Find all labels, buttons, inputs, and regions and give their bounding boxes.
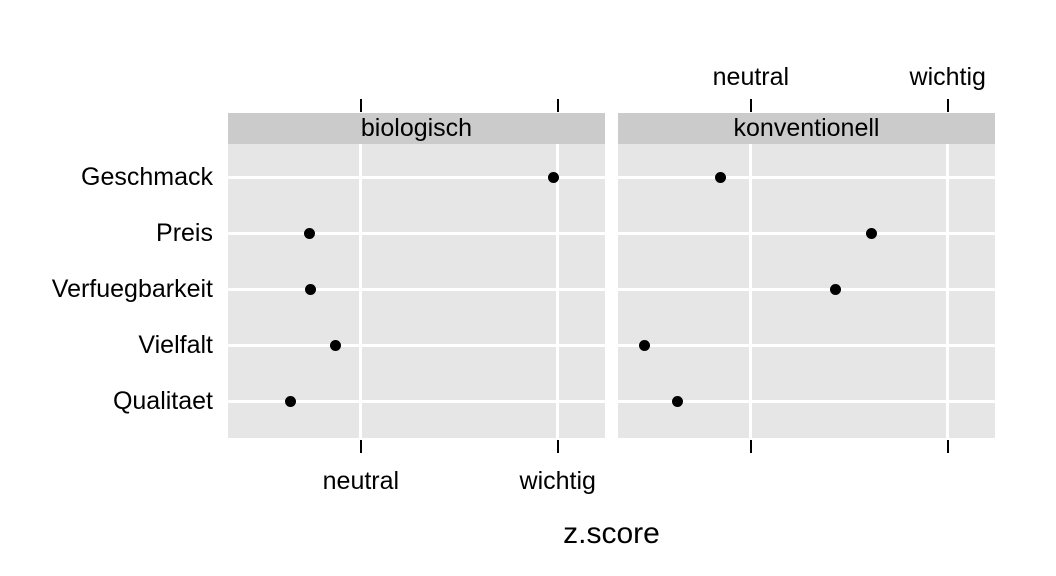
data-point-konventionell-geschmack xyxy=(714,171,726,183)
gridline-horizontal xyxy=(228,399,605,403)
y-axis-label-vielfalt: Vielfalt xyxy=(138,331,213,359)
data-point-konventionell-qualitaet xyxy=(671,395,683,407)
x-axis-tick-top xyxy=(749,99,752,112)
facet-panel-konventionell: konventionell xyxy=(618,113,995,438)
gridline-horizontal xyxy=(618,399,995,403)
panel-body-biologisch xyxy=(228,144,605,438)
x-axis-tick-top xyxy=(556,99,559,112)
gridline-horizontal xyxy=(228,175,605,179)
gridline-horizontal xyxy=(228,231,605,235)
gridline-horizontal xyxy=(618,343,995,347)
gridline-vertical xyxy=(749,144,753,438)
data-point-biologisch-verfuegbarkeit xyxy=(305,283,317,295)
y-axis-label-geschmack: Geschmack xyxy=(81,163,213,191)
y-axis-label-qualitaet: Qualitaet xyxy=(112,387,213,415)
data-point-konventionell-preis xyxy=(866,227,878,239)
x-axis-tick-bottom xyxy=(946,440,949,453)
gridline-horizontal xyxy=(228,343,605,347)
facet-strip-konventionell: konventionell xyxy=(618,113,995,144)
data-point-biologisch-vielfalt xyxy=(329,339,341,351)
panel-body-konventionell xyxy=(618,144,995,438)
x-axis-tick-top xyxy=(359,99,362,112)
gridline-horizontal xyxy=(618,175,995,179)
gridline-horizontal xyxy=(618,231,995,235)
gridline-vertical xyxy=(359,144,363,438)
y-axis-label-verfuegbarkeit: Verfuegbarkeit xyxy=(51,275,213,303)
x-axis-tick-bottom xyxy=(359,440,362,453)
gridline-vertical xyxy=(946,144,950,438)
x-axis-title: z.score xyxy=(563,517,660,550)
x-axis-tick-bottom xyxy=(556,440,559,453)
data-point-biologisch-preis xyxy=(304,227,316,239)
x-tick-label-wichtig: wichtig xyxy=(909,63,986,91)
y-axis-label-preis: Preis xyxy=(156,219,213,247)
x-axis-tick-top xyxy=(946,99,949,112)
gridline-vertical xyxy=(556,144,560,438)
data-point-konventionell-verfuegbarkeit xyxy=(830,283,842,295)
data-point-biologisch-qualitaet xyxy=(285,395,297,407)
x-axis-tick-bottom xyxy=(749,440,752,453)
facet-strip-biologisch: biologisch xyxy=(228,113,605,144)
x-tick-label-neutral: neutral xyxy=(322,467,400,495)
gridline-horizontal xyxy=(618,287,995,291)
x-tick-label-wichtig: wichtig xyxy=(519,467,596,495)
data-point-biologisch-geschmack xyxy=(548,171,560,183)
gridline-horizontal xyxy=(228,287,605,291)
data-point-konventionell-vielfalt xyxy=(639,339,651,351)
x-tick-label-neutral: neutral xyxy=(712,63,790,91)
facet-panel-biologisch: biologisch xyxy=(228,113,605,438)
